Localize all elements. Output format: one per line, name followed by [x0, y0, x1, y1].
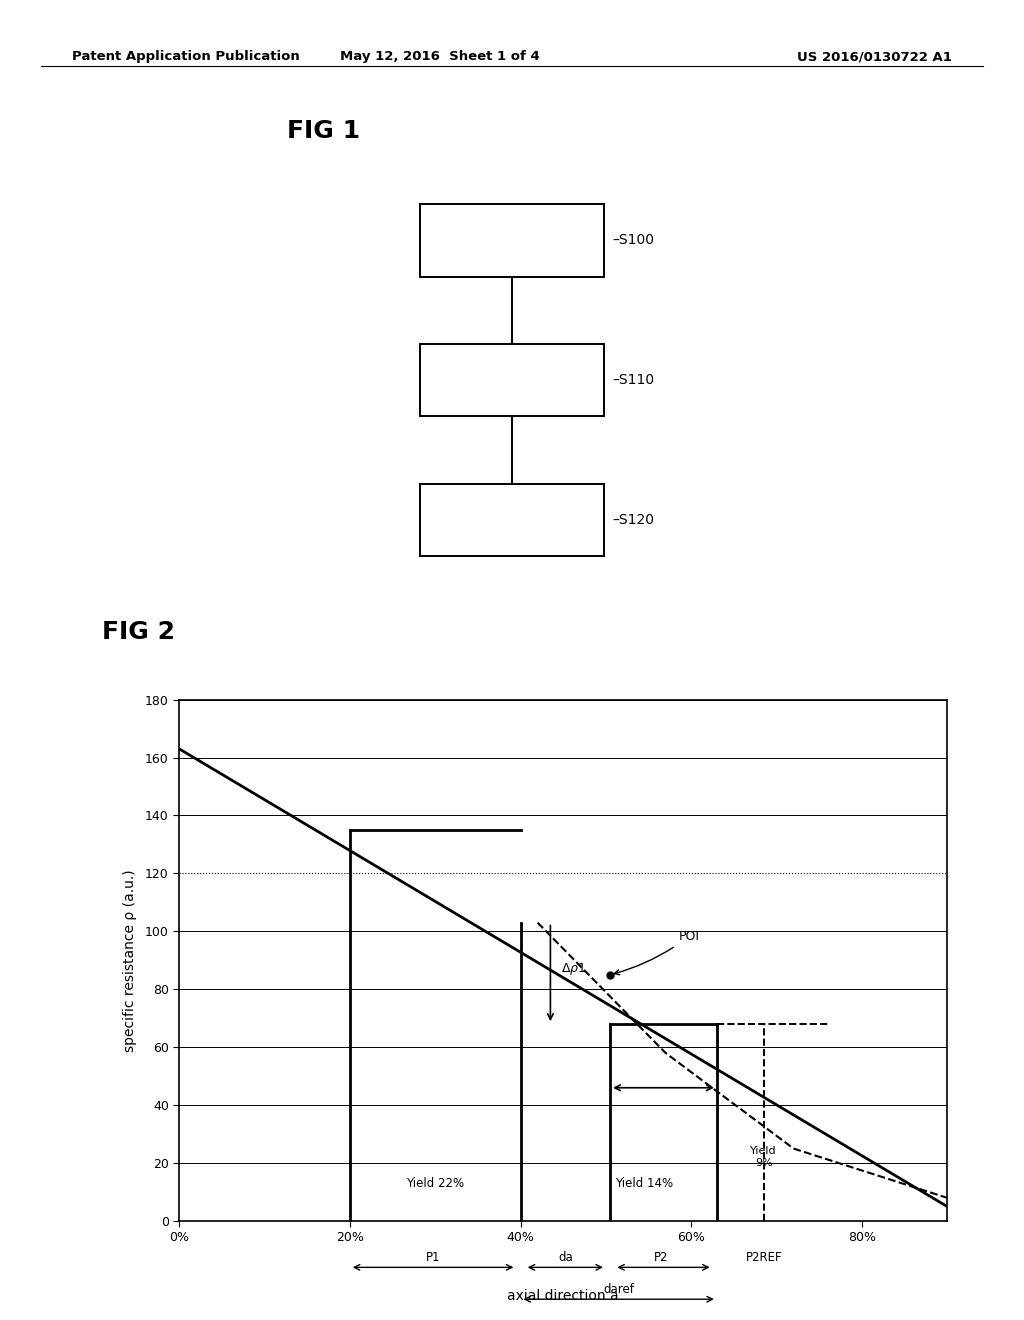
Text: da: da: [558, 1251, 573, 1265]
Text: –S110: –S110: [612, 374, 654, 387]
Text: May 12, 2016  Sheet 1 of 4: May 12, 2016 Sheet 1 of 4: [340, 50, 541, 63]
Text: US 2016/0130722 A1: US 2016/0130722 A1: [798, 50, 952, 63]
Text: $\Delta\rho$1: $\Delta\rho$1: [561, 961, 586, 977]
Text: P2REF: P2REF: [745, 1251, 782, 1265]
Text: P2: P2: [654, 1251, 669, 1265]
Text: Yield
9%: Yield 9%: [751, 1147, 777, 1168]
X-axis label: axial direction a: axial direction a: [507, 1288, 620, 1303]
Y-axis label: specific resistance ρ (a.u.): specific resistance ρ (a.u.): [123, 869, 136, 1052]
Text: Yield 22%: Yield 22%: [407, 1177, 464, 1189]
Text: POI: POI: [614, 931, 699, 974]
Text: FIG 2: FIG 2: [102, 620, 175, 644]
Text: Yield 14%: Yield 14%: [615, 1177, 674, 1189]
Text: Patent Application Publication: Patent Application Publication: [72, 50, 299, 63]
Text: P1: P1: [426, 1251, 440, 1265]
Text: –S120: –S120: [612, 513, 654, 527]
Text: –S100: –S100: [612, 234, 654, 247]
Text: FIG 1: FIG 1: [287, 119, 359, 143]
Text: daref: daref: [603, 1283, 634, 1296]
